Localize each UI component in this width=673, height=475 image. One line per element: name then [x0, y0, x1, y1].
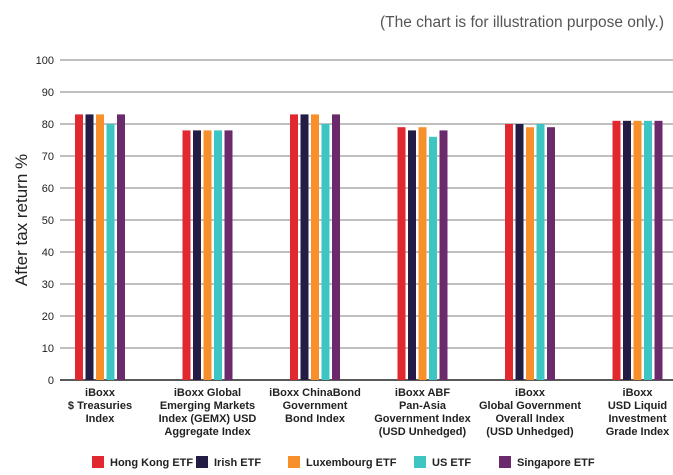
- legend-swatch: [196, 456, 208, 468]
- x-category-label: Bond Index: [285, 413, 346, 425]
- x-category-label: Global Government: [479, 400, 581, 412]
- x-category-label: Index: [86, 413, 116, 425]
- bar: [439, 130, 448, 380]
- y-axis-label: After tax return %: [12, 154, 31, 286]
- x-category-label: iBoxx ABF: [395, 387, 450, 399]
- bar: [429, 136, 437, 380]
- legend-label: Hong Kong ETF: [110, 457, 193, 469]
- bar: [300, 114, 309, 381]
- x-category-label: Pan-Asia: [399, 400, 447, 412]
- bar: [321, 124, 330, 380]
- y-tick-label: 80: [42, 119, 54, 131]
- y-tick-label: 70: [42, 151, 54, 163]
- legend-swatch: [499, 456, 511, 468]
- bar: [505, 124, 513, 380]
- bar: [644, 120, 652, 381]
- x-category-label: USD Liquid: [608, 400, 667, 412]
- x-category-label: Aggregate Index: [164, 426, 251, 438]
- bar: [117, 114, 125, 381]
- x-category-label: Government: [283, 400, 348, 412]
- x-category-label: (USD Unhedged): [379, 426, 467, 438]
- legend-swatch: [288, 456, 300, 468]
- x-category-label: Emerging Markets: [160, 400, 255, 412]
- y-tick-label: 20: [42, 311, 54, 323]
- x-category-label: iBoxx: [515, 387, 546, 399]
- bar: [536, 124, 545, 380]
- bar: [332, 114, 340, 381]
- x-category-label: iBoxx: [623, 387, 654, 399]
- bar: [612, 120, 621, 381]
- bar: [214, 130, 222, 380]
- x-category-label: $ Treasuries: [68, 400, 132, 412]
- x-category-label: (USD Unhedged): [486, 426, 574, 438]
- legend-label: US ETF: [432, 457, 471, 469]
- y-tick-label: 10: [42, 343, 54, 355]
- bar: [311, 114, 319, 381]
- bar: [515, 124, 524, 380]
- x-category-label: Grade Index: [606, 426, 670, 438]
- bar: [203, 130, 212, 380]
- bar: [193, 130, 201, 380]
- bar: [224, 130, 233, 380]
- x-category-label: iBoxx: [85, 387, 116, 399]
- y-tick-label: 60: [42, 183, 54, 195]
- bar: [397, 127, 406, 380]
- y-tick-label: 40: [42, 247, 54, 259]
- bar: [633, 120, 642, 381]
- x-category-label: Government Index: [374, 413, 471, 425]
- legend-label: Singapore ETF: [517, 457, 595, 469]
- bar: [290, 114, 298, 381]
- bar: [547, 127, 555, 380]
- bar: [623, 120, 631, 381]
- y-tick-label: 50: [42, 215, 54, 227]
- x-category-label: Investment: [608, 413, 666, 425]
- legend-swatch: [414, 456, 426, 468]
- x-category-label: iBoxx Global: [174, 387, 241, 399]
- bar: [182, 130, 191, 380]
- legend-label: Irish ETF: [214, 457, 261, 469]
- x-category-label: iBoxx ChinaBond: [269, 387, 361, 399]
- bar: [418, 127, 427, 380]
- bar: [106, 124, 115, 380]
- legend-label: Luxembourg ETF: [306, 457, 397, 469]
- y-tick-label: 100: [36, 55, 54, 67]
- y-tick-label: 90: [42, 87, 54, 99]
- bar: [75, 114, 83, 381]
- legend-swatch: [92, 456, 104, 468]
- y-tick-label: 0: [48, 375, 54, 387]
- y-tick-label: 30: [42, 279, 54, 291]
- x-category-label: Overall Index: [495, 413, 565, 425]
- bar: [85, 114, 94, 381]
- bar: [96, 114, 104, 381]
- chart-annotation: (The chart is for illustration purpose o…: [380, 14, 664, 31]
- x-category-label: Index (GEMX) USD: [159, 413, 257, 425]
- bar: [654, 120, 663, 381]
- bar: [408, 130, 416, 380]
- bar: [526, 127, 534, 380]
